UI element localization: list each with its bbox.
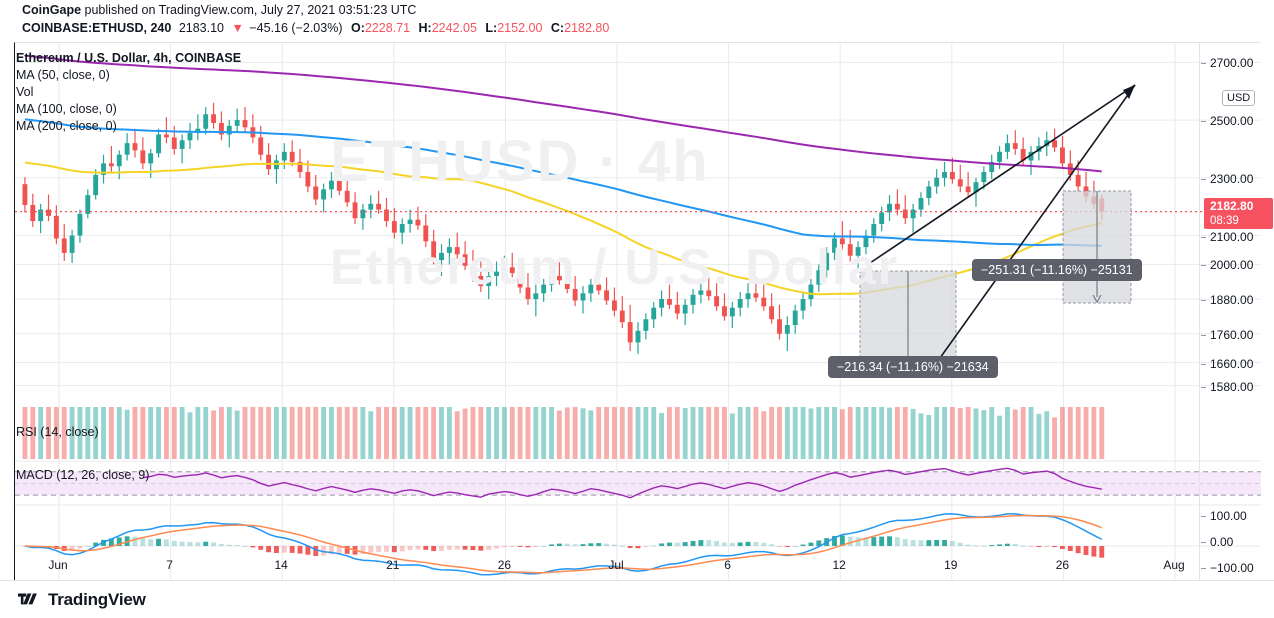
rising-resistance-line <box>866 84 1136 266</box>
current-price-value: 2182.80 <box>1210 198 1254 213</box>
macd-signal-line <box>24 514 1103 574</box>
chart-frame[interactable] <box>14 42 1261 581</box>
last-price: 2183.10 <box>178 21 225 35</box>
close-label: C: <box>550 21 565 35</box>
price-tick: 2700.00 <box>1201 56 1253 70</box>
macd-tick: 0.00 <box>1201 535 1233 549</box>
measure-label-2[interactable]: −251.31 (−11.16%) −25131 <box>972 259 1142 281</box>
macd-tick: 100.00 <box>1201 509 1247 523</box>
price-change: −45.16 (−2.03%) <box>249 21 343 35</box>
candlestick-series <box>22 102 1105 354</box>
rising-support-line <box>934 84 1136 366</box>
price-tick: 1760.00 <box>1201 328 1253 342</box>
time-tick: 21 <box>386 558 400 572</box>
ma-100-line <box>24 118 1102 247</box>
time-tick: 26 <box>497 558 512 572</box>
time-tick: 6 <box>724 558 731 572</box>
macd-tick: −100.00 <box>1201 561 1254 575</box>
triangle-down-icon: ▼ <box>231 21 244 35</box>
publisher-line: CoinGape published on TradingView.com, J… <box>22 3 416 17</box>
price-tick: 2100.00 <box>1201 230 1253 244</box>
low-label: L: <box>485 21 498 35</box>
close-value: 2182.80 <box>564 21 610 35</box>
chart-header: CoinGape published on TradingView.com, J… <box>0 0 1274 40</box>
tradingview-brand: TradingView <box>48 590 146 609</box>
measure-box <box>1062 190 1132 304</box>
publisher-name: CoinGape <box>22 3 82 17</box>
measure-box <box>859 270 957 372</box>
price-tick: 1580.00 <box>1201 380 1253 394</box>
price-axis[interactable]: USD 2700.00 2500.00 2300.00 2100.00 2000.00 1… <box>1199 42 1274 580</box>
low-value: 2152.00 <box>497 21 543 35</box>
price-tick: 2300.00 <box>1201 172 1253 186</box>
time-tick: Aug <box>1163 558 1185 572</box>
macd-line <box>24 513 1103 576</box>
rsi-line <box>142 467 1102 499</box>
high-label: H: <box>418 21 432 35</box>
time-tick: 14 <box>274 558 288 572</box>
time-tick: Jun <box>48 558 68 572</box>
chart-footer: TradingView <box>0 580 1274 618</box>
legend-rsi[interactable]: RSI (14, close) <box>16 425 99 439</box>
time-tick: 7 <box>166 558 173 572</box>
measure-label-1[interactable]: −216.34 (−11.16%) −21634 <box>828 356 998 378</box>
published-text: published on TradingView.com, July 27, 2… <box>84 3 417 17</box>
price-tick: 2000.00 <box>1201 258 1253 272</box>
open-label: O: <box>350 21 365 35</box>
macd-histogram <box>22 535 1105 558</box>
legend-macd[interactable]: MACD (12, 26, close, 9) <box>16 468 150 482</box>
ma-200-line <box>24 54 1102 173</box>
symbol-label: COINBASE:ETHUSD, 240 <box>22 21 172 35</box>
time-axis[interactable]: Jun 7 14 21 26 Jul 6 12 19 26 Aug <box>14 558 1260 580</box>
price-tick: 1880.00 <box>1201 293 1253 307</box>
tradingview-logo-icon <box>18 592 37 604</box>
time-tick: 26 <box>1055 558 1070 572</box>
current-price-time: 08:39 <box>1210 214 1239 227</box>
price-tick: 2500.00 <box>1201 114 1253 128</box>
price-chart-canvas[interactable] <box>15 43 1261 581</box>
trendline-group <box>866 84 1136 366</box>
current-price-tag: 2182.80 08:39 <box>1204 197 1273 229</box>
time-tick: 19 <box>944 558 958 572</box>
time-tick: 12 <box>832 558 846 572</box>
quote-line: COINBASE:ETHUSD, 240 2183.10 ▼ −45.16 (−… <box>22 21 609 35</box>
open-value: 2228.71 <box>364 21 411 35</box>
price-tick: 1660.00 <box>1201 357 1253 371</box>
rsi-band <box>15 471 1261 496</box>
currency-badge: USD <box>1222 90 1256 106</box>
time-tick: Jul <box>608 558 624 572</box>
tradingview-logo[interactable]: TradingView <box>18 590 146 610</box>
volume-series <box>22 407 1105 459</box>
high-value: 2242.05 <box>431 21 477 35</box>
